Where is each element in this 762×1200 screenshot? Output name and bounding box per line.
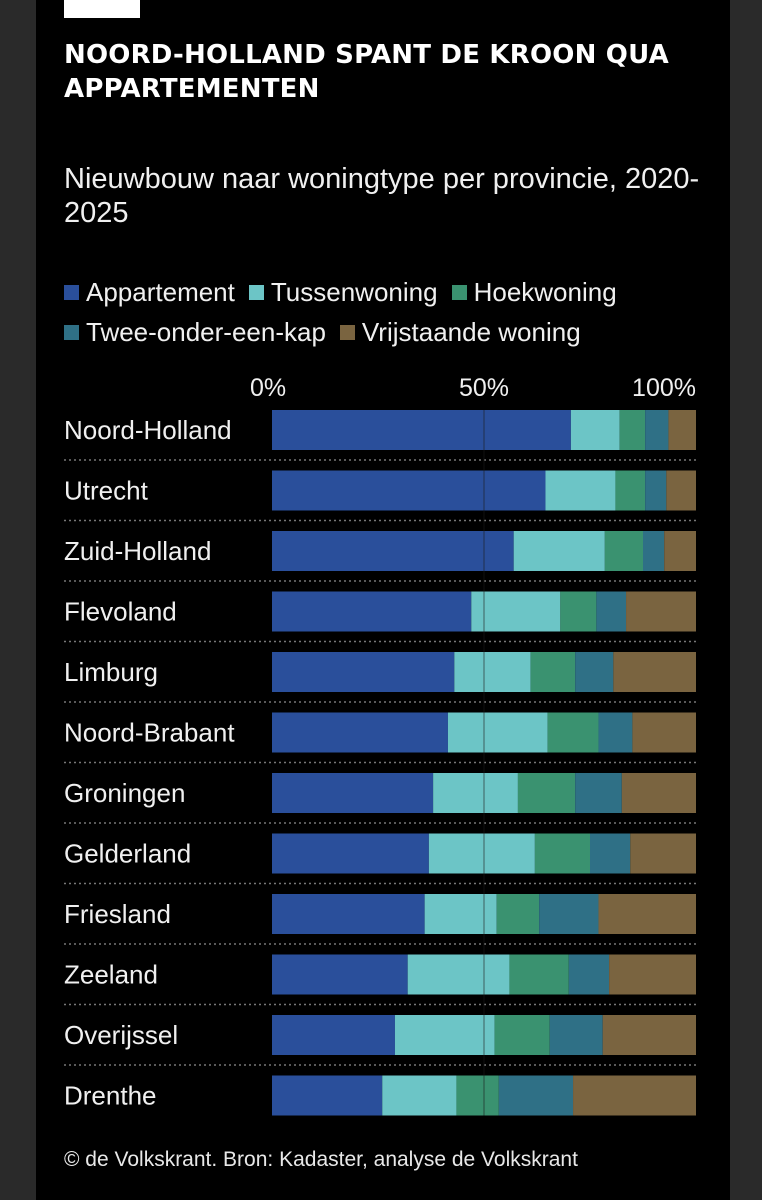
bar-segment — [272, 833, 429, 874]
legend-label-tussenwoning: Tussenwoning — [270, 276, 438, 307]
bar-segment — [630, 833, 696, 874]
legend-swatch-twee-onder-een-kap — [64, 324, 79, 340]
bar-segment — [545, 470, 616, 511]
bar-segment — [272, 1075, 383, 1116]
bar-segment — [621, 773, 696, 813]
chart-subtitle: Nieuwbouw naar woningtype per provincie,… — [64, 163, 700, 229]
bar-segment — [604, 531, 643, 571]
bar-segment — [496, 894, 540, 934]
x-tick-label: 100% — [632, 374, 696, 402]
bar-segment — [598, 894, 696, 934]
bar-segment — [570, 410, 620, 450]
bar-segment — [272, 410, 571, 450]
bar-segment — [509, 954, 569, 995]
legend-swatch-tussenwoning — [248, 284, 264, 300]
category-label: Noord-Holland — [64, 415, 232, 445]
category-label: Gelderland — [64, 839, 191, 869]
bar-segment — [632, 712, 696, 753]
bar-segment — [272, 591, 472, 632]
legend-item-tussenwoning: Tussenwoning — [248, 276, 438, 308]
legend-item-vrijstaande-woning: Vrijstaande woning — [339, 316, 581, 348]
legend-item-appartement: Appartement — [64, 277, 235, 308]
bar-segment — [619, 410, 646, 450]
legend-label-hoekwoning: Hoekwoning — [473, 276, 617, 307]
bar-segment — [454, 652, 531, 692]
legend-row-1: Appartement Tussenwoning Hoekwoning — [64, 272, 714, 312]
chart-card: NOORD-HOLLAND SPANT DE KROON QUA APPARTE… — [36, 0, 730, 1200]
bar-segment — [596, 591, 627, 632]
bar-segment — [471, 591, 561, 632]
bar-segment — [560, 591, 597, 632]
bar-segment — [447, 712, 548, 753]
bar-segment — [530, 652, 576, 692]
stacked-bar-chart: 0% 50% 100% Noord-Holland Utrecht Zuid-Hollan… — [64, 374, 696, 1116]
x-tick-label: 50% — [459, 374, 509, 402]
legend-label-appartement: Appartement — [86, 276, 235, 307]
legend-row-2: Twee-onder-een-kap Vrijstaande woning — [64, 312, 714, 352]
top-rule — [64, 0, 140, 18]
x-tick-label: 0% — [250, 374, 286, 402]
bar-segment — [534, 833, 590, 874]
bar-segment — [643, 531, 665, 571]
bar-segment — [394, 1015, 495, 1055]
category-label: Groningen — [64, 778, 185, 808]
category-label: Utrecht — [64, 476, 149, 506]
bar-segment — [668, 410, 696, 450]
source-credit: © de Volkskrant. Bron: Kadaster, analyse… — [64, 1148, 578, 1171]
category-label: Flevoland — [64, 597, 177, 627]
legend-label-twee-onder-een-kap: Twee-onder-een-kap — [86, 316, 326, 347]
legend-item-twee-onder-een-kap: Twee-onder-een-kap — [64, 317, 326, 348]
bar-segment — [407, 954, 510, 995]
bar-segment — [664, 531, 696, 571]
bar-segment — [272, 712, 448, 753]
legend-label-vrijstaande-woning: Vrijstaande woning — [361, 316, 581, 347]
bar-segment — [272, 470, 546, 511]
bar-segment — [613, 652, 696, 692]
category-label: Limburg — [64, 657, 158, 687]
bar-segment — [602, 1015, 696, 1055]
bar-segment — [626, 591, 696, 632]
bar-segment — [645, 410, 669, 450]
bar-segment — [382, 1075, 457, 1116]
bar-segment — [272, 531, 514, 571]
category-label: Zuid-Holland — [64, 536, 211, 566]
bar-segment — [609, 954, 696, 995]
bar-segment — [575, 652, 614, 692]
bar-segment — [547, 712, 599, 753]
bar-segment — [272, 954, 408, 995]
bar-segment — [573, 1075, 696, 1116]
category-label: Zeeland — [64, 960, 158, 990]
legend-swatch-hoekwoning — [451, 284, 467, 300]
bar-segment — [568, 954, 610, 995]
bar-segment — [549, 1015, 603, 1055]
bar-segment — [272, 1015, 395, 1055]
legend-swatch-appartement — [64, 284, 79, 300]
category-label: Noord-Brabant — [64, 718, 235, 748]
bar-segment — [598, 712, 633, 753]
bar-segment — [272, 652, 455, 692]
bar-segment — [433, 773, 518, 813]
bar-segment — [575, 773, 622, 813]
bar-segment — [456, 1075, 499, 1116]
bar-segment — [615, 470, 646, 511]
legend-item-hoekwoning: Hoekwoning — [451, 276, 617, 308]
bar-segment — [428, 833, 535, 874]
bar-segment — [272, 894, 425, 934]
bar-segment — [539, 894, 599, 934]
category-label: Friesland — [64, 899, 171, 929]
bar-segment — [645, 470, 667, 511]
bar-segment — [498, 1075, 574, 1116]
legend-swatch-vrijstaande-woning — [339, 324, 355, 340]
bar-segment — [494, 1015, 550, 1055]
bar-segment — [424, 894, 497, 934]
bar-segment — [513, 531, 605, 571]
bar-segment — [666, 470, 696, 511]
bar-segment — [590, 833, 631, 874]
category-label: Drenthe — [64, 1081, 157, 1111]
category-label: Overijssel — [64, 1020, 178, 1050]
legend: Appartement Tussenwoning Hoekwoning Twee… — [64, 272, 714, 352]
bar-segment — [517, 773, 576, 813]
chart-title: NOORD-HOLLAND SPANT DE KROON QUA APPARTE… — [64, 40, 669, 104]
bar-segment — [272, 773, 434, 813]
